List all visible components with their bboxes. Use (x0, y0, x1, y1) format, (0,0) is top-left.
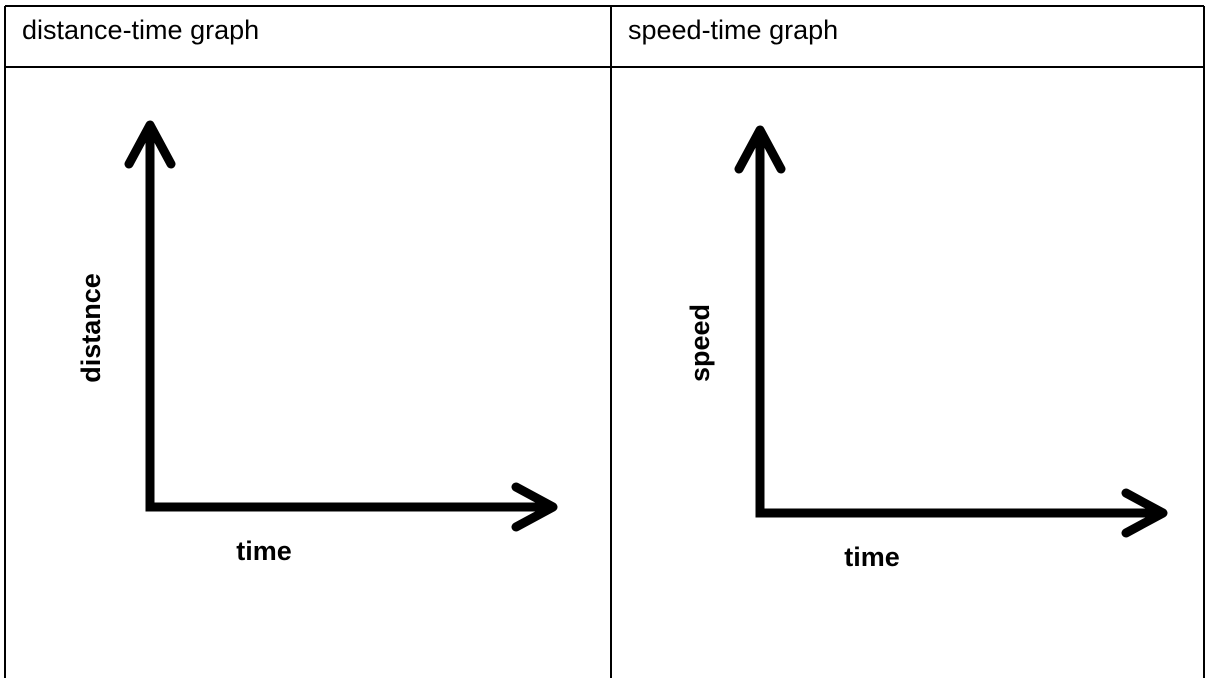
header-cell: distance-time graph (22, 15, 259, 45)
arrow-head (511, 482, 558, 532)
y-axis-label: distance (76, 273, 106, 383)
x-axis-label: time (236, 536, 292, 566)
axes-diagram: distance time (76, 120, 558, 566)
axes-diagram: speed time (685, 125, 1168, 572)
y-axis-label: speed (685, 304, 715, 382)
x-axis-label: time (844, 542, 900, 572)
header-cell: speed-time graph (628, 15, 838, 45)
arrow-head (734, 125, 786, 174)
arrow-head (1121, 488, 1168, 538)
axes (145, 128, 548, 512)
arrow-head (124, 120, 176, 169)
table-borders (4, 5, 1205, 678)
axes (755, 133, 1158, 518)
